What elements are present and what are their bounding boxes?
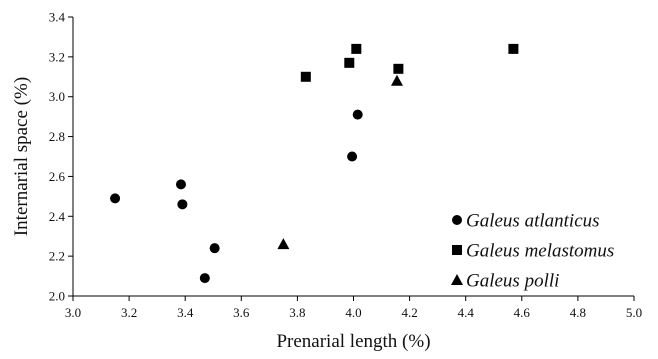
legend: Galeus atlanticus Galeus melastomus Galeus… [451,211,614,292]
legend-label: Galeus melastomus [466,241,614,262]
square-point [393,63,404,74]
legend-label: Galeus atlanticus [466,211,600,232]
axes [68,16,635,301]
triangle-point [390,74,403,86]
circle-point [110,193,121,204]
x-tick-label: 3.6 [233,305,250,320]
y-tick-label: 3.4 [49,10,66,25]
circle-point [175,179,186,190]
series-triangle [277,74,403,250]
square-point [344,57,355,68]
y-tick-label: 3.2 [49,49,65,64]
x-tick-label: 3.2 [121,305,137,320]
x-tick-label: 4.2 [401,305,417,320]
square-point [351,43,362,54]
y-tick-label: 2.2 [49,249,65,264]
data-points [110,43,519,284]
circle-point [352,109,363,120]
y-tick-label: 2.8 [49,129,65,144]
y-tick-label: 2.6 [49,169,66,184]
y-tick-label: 2.0 [49,289,65,304]
legend-circle-marker [452,215,462,225]
y-axis-title: Internarial space (%) [11,77,32,236]
triangle-point [277,238,290,250]
legend-triangle-marker [451,274,463,285]
x-tick-label: 3.8 [289,305,305,320]
y-tick-label: 3.0 [49,89,65,104]
circle-point [199,273,210,284]
x-axis-title: Prenarial length (%) [276,331,430,352]
y-tick-label: 2.4 [49,209,66,224]
series-circle [110,109,363,284]
x-tick-label: 4.4 [458,305,475,320]
x-tick-label: 4.6 [514,305,531,320]
x-tick-label: 3.0 [65,305,81,320]
square-point [300,71,311,82]
x-tick-label: 5.0 [626,305,642,320]
circle-point [177,199,188,210]
x-tick-label: 3.4 [177,305,194,320]
circle-point [209,243,220,254]
series-square [300,43,519,82]
circle-point [347,151,358,162]
legend-square-marker [452,245,462,255]
square-point [508,43,519,54]
legend-label: Galeus polli [466,271,559,292]
x-tick-label: 4.0 [345,305,361,320]
x-tick-label: 4.8 [570,305,586,320]
tick-labels: 3.0 3.2 3.4 3.6 3.8 4.0 4.2 4.4 4.6 4.8 5.0 2.0 2.2 2… [49,10,642,321]
